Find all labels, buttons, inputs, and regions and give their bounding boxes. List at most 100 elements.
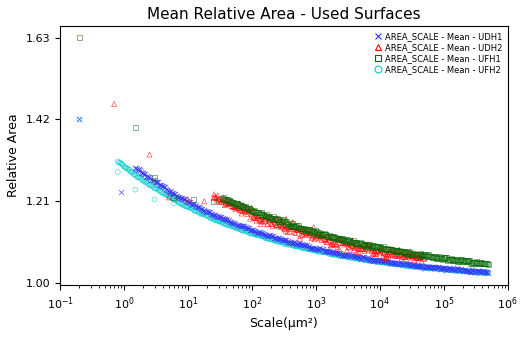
Point: [220, 221, 229, 226]
Point: [156, 189, 165, 194]
Point: [348, 254, 356, 260]
Point: [221, 197, 229, 202]
Point: [151, 186, 159, 191]
Point: [211, 212, 219, 218]
Point: [442, 255, 450, 260]
Point: [387, 250, 395, 255]
Point: [136, 175, 144, 181]
Point: [233, 222, 242, 228]
Point: [394, 253, 403, 259]
Point: [343, 252, 351, 258]
Point: [357, 257, 365, 262]
Point: [284, 224, 292, 229]
Point: [449, 268, 457, 273]
Point: [434, 266, 442, 272]
Point: [374, 244, 383, 250]
Point: [249, 228, 258, 234]
Point: [333, 235, 342, 241]
Point: [255, 214, 263, 219]
Point: [383, 255, 391, 261]
Point: [354, 256, 363, 261]
Point: [318, 249, 327, 254]
Point: [399, 262, 407, 267]
Point: [326, 233, 334, 239]
Point: [190, 202, 198, 207]
Point: [207, 211, 215, 216]
Point: [413, 255, 421, 261]
Point: [243, 226, 251, 231]
Point: [298, 245, 306, 250]
Point: [237, 208, 245, 213]
Point: [206, 215, 214, 220]
Point: [218, 195, 227, 201]
Point: [380, 250, 388, 256]
Point: [351, 244, 360, 250]
Point: [218, 197, 227, 203]
Point: [174, 194, 182, 200]
Point: [446, 266, 454, 271]
Point: [140, 178, 149, 184]
Point: [407, 251, 415, 257]
Point: [147, 182, 155, 187]
Point: [139, 178, 148, 183]
Point: [355, 244, 364, 249]
Point: [406, 250, 415, 256]
Point: [146, 183, 154, 188]
Point: [411, 264, 419, 270]
Point: [315, 249, 323, 254]
Point: [277, 239, 286, 245]
Point: [358, 242, 366, 247]
Point: [294, 242, 302, 247]
Point: [224, 197, 233, 203]
Point: [230, 204, 238, 210]
Point: [378, 247, 386, 252]
Point: [394, 248, 403, 254]
Point: [170, 191, 178, 197]
Point: [258, 212, 266, 217]
Point: [423, 265, 431, 270]
Point: [338, 237, 346, 243]
Point: [342, 252, 350, 258]
Point: [320, 231, 328, 236]
Point: [322, 234, 331, 239]
X-axis label: Scale(μm²): Scale(μm²): [249, 317, 318, 330]
Point: [432, 266, 440, 271]
Point: [340, 242, 348, 247]
Point: [235, 201, 244, 206]
Point: [354, 246, 362, 251]
Point: [415, 264, 423, 270]
Point: [380, 247, 388, 252]
Point: [359, 257, 368, 263]
Point: [228, 200, 237, 205]
Point: [413, 255, 422, 261]
Point: [425, 252, 433, 257]
Point: [250, 232, 259, 237]
Point: [381, 259, 389, 265]
Point: [404, 262, 413, 267]
Point: [155, 188, 163, 193]
Point: [371, 244, 380, 250]
Point: [428, 264, 436, 270]
Point: [285, 224, 293, 230]
Point: [291, 240, 299, 245]
Point: [364, 243, 372, 248]
Point: [405, 264, 414, 269]
Point: [279, 238, 287, 243]
Point: [272, 222, 280, 227]
Point: [462, 269, 470, 274]
Point: [207, 215, 216, 220]
Point: [392, 247, 400, 253]
Point: [347, 240, 355, 245]
Point: [249, 214, 257, 220]
Point: [438, 267, 447, 272]
Point: [448, 266, 456, 272]
Point: [303, 242, 311, 248]
Point: [435, 264, 443, 270]
Point: [459, 258, 468, 264]
Point: [339, 236, 347, 242]
Point: [316, 246, 324, 251]
Point: [411, 257, 419, 263]
Point: [419, 252, 427, 258]
Point: [371, 258, 379, 263]
Point: [449, 257, 457, 263]
